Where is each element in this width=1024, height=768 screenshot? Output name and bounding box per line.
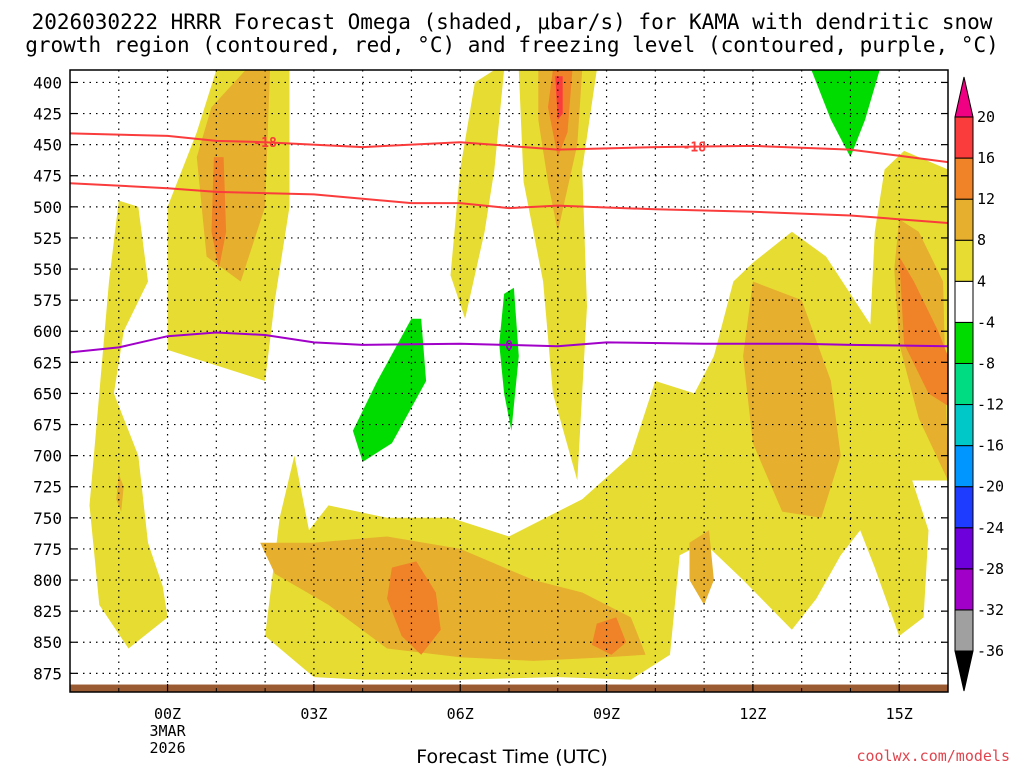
colorbar-label-9: 4 bbox=[977, 272, 986, 290]
ytick-label-500: 500 bbox=[33, 198, 62, 217]
xtick-sublabel-year: 2026 bbox=[149, 739, 185, 757]
colorbar-label-8: -4 bbox=[977, 313, 995, 331]
colorbar-label-12: 16 bbox=[977, 149, 995, 167]
colorbar-bin-9 bbox=[954, 239, 974, 282]
omega-region-19 bbox=[811, 70, 880, 158]
colorbar-bin-0 bbox=[954, 609, 974, 652]
omega-region-14 bbox=[743, 281, 841, 518]
colorbar-bin-6 bbox=[954, 362, 974, 406]
colorbar-high-arrow bbox=[954, 76, 974, 118]
contour-label-0: -18 bbox=[253, 136, 277, 151]
ytick-label-700: 700 bbox=[33, 447, 62, 466]
ytick-label-725: 725 bbox=[33, 478, 62, 497]
colorbar-bin-5 bbox=[954, 404, 974, 447]
y-axis: 400 425 450 475 500 525 550 575 600 625 650 675 700 7… bbox=[33, 73, 948, 683]
contour-line-0 bbox=[70, 132, 948, 164]
colorbar-label-3: -24 bbox=[977, 519, 1004, 537]
chart-title-line-1: 2026030222 HRRR Forecast Omega (shaded, … bbox=[31, 10, 993, 34]
omega-region-21 bbox=[499, 287, 519, 431]
credit-text: coolwx.com/models bbox=[856, 747, 1010, 765]
omega-region-20 bbox=[352, 318, 427, 462]
omega-region-12 bbox=[387, 561, 441, 655]
contour-lines: -18 -18 0 bbox=[70, 132, 948, 354]
xtick-label-0: 00Z bbox=[154, 705, 181, 723]
colorbar-bin-10 bbox=[954, 198, 974, 241]
colorbar-label-0: -36 bbox=[977, 642, 1004, 660]
xtick-label-12: 12Z bbox=[739, 705, 766, 723]
colorbar-low-arrow bbox=[954, 650, 974, 692]
colorbar-label-13: 20 bbox=[977, 108, 995, 126]
colorbar-bin-12 bbox=[954, 116, 974, 159]
ytick-label-525: 525 bbox=[33, 229, 62, 248]
omega-region-6 bbox=[518, 70, 597, 481]
ytick-label-850: 850 bbox=[33, 633, 62, 652]
colorbar-bin-7 bbox=[954, 321, 974, 364]
colorbar-bin-1 bbox=[954, 568, 974, 611]
colorbar-label-7: -8 bbox=[977, 354, 995, 372]
ytick-label-800: 800 bbox=[33, 571, 62, 590]
ytick-label-875: 875 bbox=[33, 664, 62, 683]
contour-line-2 bbox=[70, 182, 948, 224]
omega-region-5 bbox=[450, 70, 505, 319]
ytick-label-450: 450 bbox=[33, 136, 62, 155]
omega-region-4 bbox=[116, 474, 124, 512]
colorbar-bin-2 bbox=[954, 527, 974, 570]
colorbar-label-5: -16 bbox=[977, 437, 1004, 455]
colorbar-label-1: -32 bbox=[977, 601, 1004, 619]
colorbar-bin-8 bbox=[954, 280, 974, 323]
contour-label-3: 0 bbox=[505, 339, 513, 354]
colorbar-label-11: 12 bbox=[977, 190, 995, 208]
colorbar-bin-3 bbox=[954, 486, 974, 529]
colorbar-label-10: 8 bbox=[977, 231, 986, 249]
chart-title-line-2: growth region (contoured, red, °C) and f… bbox=[25, 33, 999, 57]
ytick-label-650: 650 bbox=[33, 384, 62, 403]
omega-region-18 bbox=[899, 256, 948, 406]
omega-region-9 bbox=[555, 76, 563, 120]
omega-shading bbox=[89, 70, 948, 680]
omega-region-3 bbox=[89, 200, 168, 649]
colorbar: -36 -32 -28 -24 -20 -16 -12 -8 -4 4 8 12 16 20 bbox=[954, 76, 1004, 692]
ytick-label-400: 400 bbox=[33, 73, 62, 92]
xtick-label-15: 15Z bbox=[886, 705, 913, 723]
ytick-label-475: 475 bbox=[33, 167, 62, 186]
colorbar-label-6: -12 bbox=[977, 396, 1004, 414]
omega-region-2 bbox=[211, 157, 227, 269]
ytick-label-575: 575 bbox=[33, 291, 62, 310]
contour-line-3 bbox=[70, 331, 948, 354]
omega-region-13 bbox=[591, 617, 627, 655]
xtick-sublabel-date: 3MAR bbox=[149, 722, 186, 740]
ytick-label-550: 550 bbox=[33, 260, 62, 279]
ytick-label-825: 825 bbox=[33, 602, 62, 621]
xtick-label-6: 06Z bbox=[447, 705, 474, 723]
ytick-label-625: 625 bbox=[33, 353, 62, 372]
colorbar-label-2: -28 bbox=[977, 560, 1004, 578]
ytick-label-600: 600 bbox=[33, 322, 62, 341]
colorbar-bin-4 bbox=[954, 445, 974, 488]
contour-label-1: -18 bbox=[683, 141, 707, 156]
ytick-label-675: 675 bbox=[33, 416, 62, 435]
x-axis-label: Forecast Time (UTC) bbox=[416, 746, 608, 768]
colorbar-label-4: -20 bbox=[977, 478, 1004, 496]
omega-region-11 bbox=[260, 536, 646, 661]
xtick-label-3: 03Z bbox=[300, 705, 327, 723]
xtick-label-9: 09Z bbox=[593, 705, 620, 723]
ytick-label-775: 775 bbox=[33, 540, 62, 559]
ytick-label-425: 425 bbox=[33, 105, 62, 124]
colorbar-bin-11 bbox=[954, 157, 974, 200]
ytick-label-750: 750 bbox=[33, 509, 62, 528]
